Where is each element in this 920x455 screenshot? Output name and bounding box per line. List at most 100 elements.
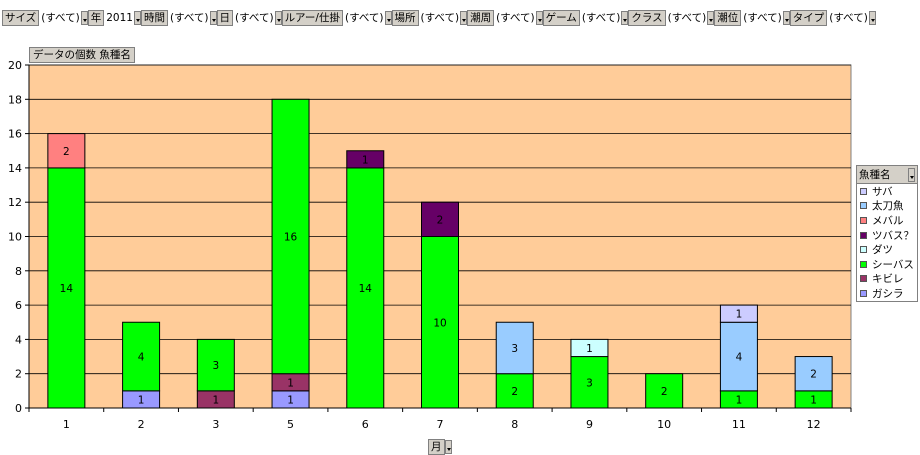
filter-name[interactable]: 潮位 [714,10,742,26]
legend-label: ツバス？ [872,229,914,242]
chevron-down-icon[interactable] [384,11,392,25]
legend-swatch [860,231,867,239]
filter-group[interactable]: サイズ (すべて) [2,10,88,26]
legend-field-button[interactable]: 魚種名 [857,166,917,184]
filter-name[interactable]: 場所 [391,10,419,26]
filter-group[interactable]: クラス (すべて) [628,10,715,26]
filter-value: (すべて) [167,11,210,25]
legend-item: ガシラ [857,286,917,301]
legend-swatch [860,187,867,195]
chevron-down-icon[interactable] [80,11,88,25]
legend-swatch [860,216,867,224]
chevron-down-icon[interactable] [908,167,915,182]
filter-name[interactable]: 日 [216,10,234,26]
bar-segment [495,373,534,409]
bar-segment [346,167,385,409]
legend-item: ダツ [857,242,917,257]
filter-group[interactable]: 年 2011 [87,10,141,26]
data-label: 2 [810,369,817,381]
x-tick-label: 8 [511,418,518,431]
legend-label: メバル [872,214,904,227]
filter-name[interactable]: サイズ [2,10,40,26]
filter-name[interactable]: タイプ [789,10,828,26]
bar-segment [346,150,385,169]
chevron-down-icon[interactable] [535,11,543,25]
filter-group[interactable]: 潮位 (すべて) [714,10,790,26]
x-tick-label: 1 [63,418,70,431]
y-tick-label: 0 [15,402,22,415]
chevron-down-icon[interactable] [274,11,282,25]
legend-swatch [860,289,867,297]
filter-name[interactable]: ルアー/仕掛 [281,10,343,26]
y-tick-label: 20 [8,59,22,72]
bar-segment [794,356,833,392]
x-tick-label: 5 [287,418,294,431]
chevron-down-icon[interactable] [209,11,217,25]
bar-segment [47,133,86,169]
data-label: 1 [138,394,145,406]
filter-group[interactable]: 場所 (すべて) [391,10,468,26]
chevron-down-icon[interactable] [621,11,629,25]
legend-item: 太刀魚 [857,199,917,214]
data-label: 1 [736,309,743,321]
filter-value: 2011 [104,11,134,25]
filter-group[interactable]: タイプ (すべて) [789,10,876,26]
data-label: 2 [661,386,668,398]
bar-segment [645,373,684,409]
filter-group[interactable]: ルアー/仕掛 (すべて) [281,10,392,26]
x-tick-label: 6 [362,418,369,431]
bar-segment [570,356,609,409]
chevron-down-icon[interactable] [707,11,715,25]
legend-label: ガシラ [872,287,904,300]
filter-bar: サイズ (すべて) 年 2011 時間 (すべて) 日 (すべて) ルアー/仕掛 (すべて) 場所(… [2,10,876,26]
filter-group[interactable]: 日 (すべて) [216,10,282,26]
legend-item: ツバス？ [857,228,917,243]
bar-segment [495,321,534,375]
data-label: 3 [212,360,219,372]
filter-name[interactable]: 潮周 [467,10,495,26]
data-label: 14 [359,283,373,295]
data-label: 1 [287,394,294,406]
bar-segment [421,201,459,237]
chevron-down-icon[interactable] [782,11,790,25]
filter-value: (すべて) [741,11,783,25]
data-field-button[interactable]: データの個数 魚種名 [29,47,135,63]
filter-value: (すべて) [39,11,81,25]
legend-swatch [860,202,867,210]
filter-name[interactable]: 時間 [140,10,168,26]
filter-value: (すべて) [342,11,385,25]
legend-label: 太刀魚 [872,200,904,213]
bar-segment [421,236,459,409]
data-label: 1 [287,377,294,389]
chevron-down-icon[interactable] [460,11,468,25]
x-field-button[interactable]: 月 [428,439,452,455]
chevron-down-icon[interactable] [133,11,141,25]
x-tick-label: 3 [212,418,219,431]
filter-group[interactable]: 時間 (すべて) [140,10,217,26]
filter-value: (すべて) [418,11,461,25]
y-tick-label: 4 [15,333,22,346]
y-tick-label: 10 [8,231,22,244]
bar-segment [719,304,758,323]
data-label: 2 [63,146,70,158]
filter-name[interactable]: ゲーム [542,10,580,26]
data-label: 1 [810,394,817,406]
x-tick-label: 10 [657,418,671,431]
chevron-down-icon[interactable] [868,11,876,25]
filter-value: (すべて) [827,11,869,25]
data-label: 10 [433,317,446,329]
filter-name[interactable]: クラス [628,10,666,26]
filter-name[interactable]: 年 [87,10,105,26]
chevron-down-icon[interactable] [444,440,452,454]
x-field-label: 月 [428,439,445,455]
x-tick-label: 11 [732,418,746,431]
filter-group[interactable]: ゲーム (すべて) [542,10,629,26]
legend-items: サバ 太刀魚 メバル ツバス？ ダツ シーバス キビレ ガシラ [857,184,917,301]
legend-title: 魚種名 [859,169,891,181]
legend: 魚種名 サバ 太刀魚 メバル ツバス？ ダツ シーバス キビレ ガシラ [856,165,918,302]
filter-group[interactable]: 潮周 (すべて) [467,10,543,26]
filter-value: (すべて) [579,11,622,25]
data-label: 14 [60,283,74,295]
y-tick-label: 8 [15,265,22,278]
